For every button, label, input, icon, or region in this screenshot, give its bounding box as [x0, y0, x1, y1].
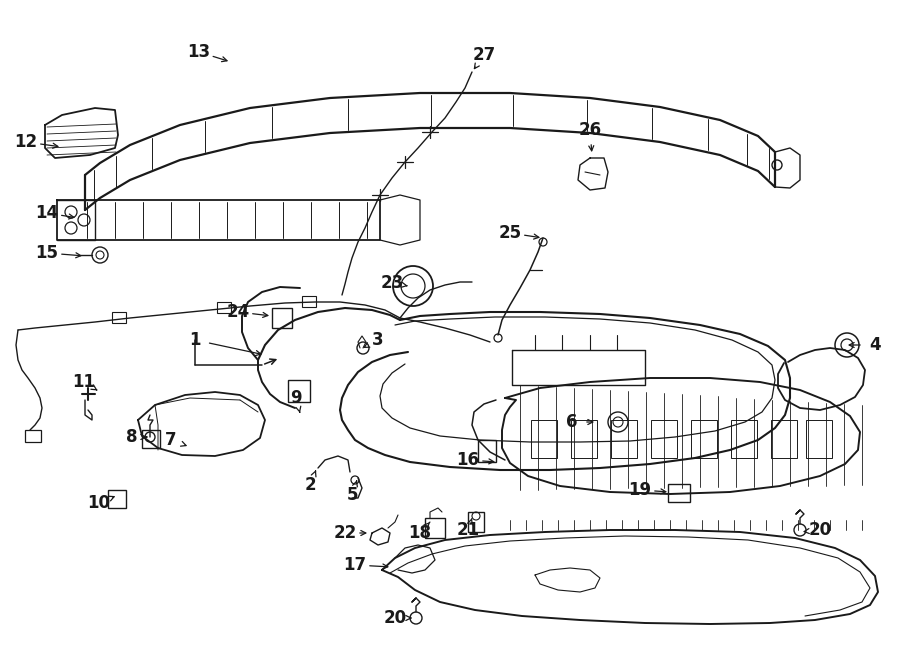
- Text: 24: 24: [227, 303, 249, 321]
- Bar: [731, 420, 757, 458]
- Bar: [611, 420, 637, 458]
- Bar: [531, 420, 557, 458]
- Bar: [217, 302, 231, 313]
- Bar: [771, 420, 797, 458]
- Text: 21: 21: [456, 521, 480, 539]
- Text: 17: 17: [344, 556, 366, 574]
- Text: 12: 12: [14, 133, 38, 151]
- Text: 16: 16: [456, 451, 480, 469]
- Bar: [571, 420, 597, 458]
- Bar: [288, 380, 310, 402]
- Bar: [302, 296, 316, 307]
- Bar: [651, 420, 677, 458]
- Text: 19: 19: [628, 481, 652, 499]
- Text: 3: 3: [373, 331, 383, 349]
- Text: 13: 13: [187, 43, 211, 61]
- Text: 10: 10: [87, 494, 111, 512]
- Bar: [25, 430, 41, 442]
- Text: 9: 9: [290, 389, 302, 407]
- Text: 25: 25: [499, 224, 522, 242]
- Text: 23: 23: [381, 274, 403, 292]
- Bar: [112, 312, 126, 323]
- Text: 27: 27: [472, 46, 496, 64]
- Bar: [668, 484, 690, 502]
- Bar: [691, 420, 717, 458]
- Text: 20: 20: [383, 609, 407, 627]
- Text: 11: 11: [73, 373, 95, 391]
- Bar: [425, 518, 445, 538]
- Text: 15: 15: [35, 244, 58, 262]
- Bar: [272, 308, 292, 328]
- Text: 22: 22: [333, 524, 356, 542]
- Bar: [108, 490, 126, 508]
- Bar: [478, 440, 496, 462]
- Text: 5: 5: [346, 486, 358, 504]
- Text: 7: 7: [166, 431, 176, 449]
- Text: 20: 20: [808, 521, 832, 539]
- Text: 1: 1: [189, 331, 201, 349]
- Bar: [468, 512, 484, 532]
- Bar: [806, 420, 832, 458]
- Text: 8: 8: [126, 428, 138, 446]
- Text: 4: 4: [869, 336, 881, 354]
- Text: 14: 14: [35, 204, 58, 222]
- Text: 18: 18: [409, 524, 431, 542]
- Text: 26: 26: [579, 121, 601, 139]
- Bar: [142, 430, 160, 448]
- Text: 6: 6: [566, 413, 578, 431]
- Text: 2: 2: [304, 476, 316, 494]
